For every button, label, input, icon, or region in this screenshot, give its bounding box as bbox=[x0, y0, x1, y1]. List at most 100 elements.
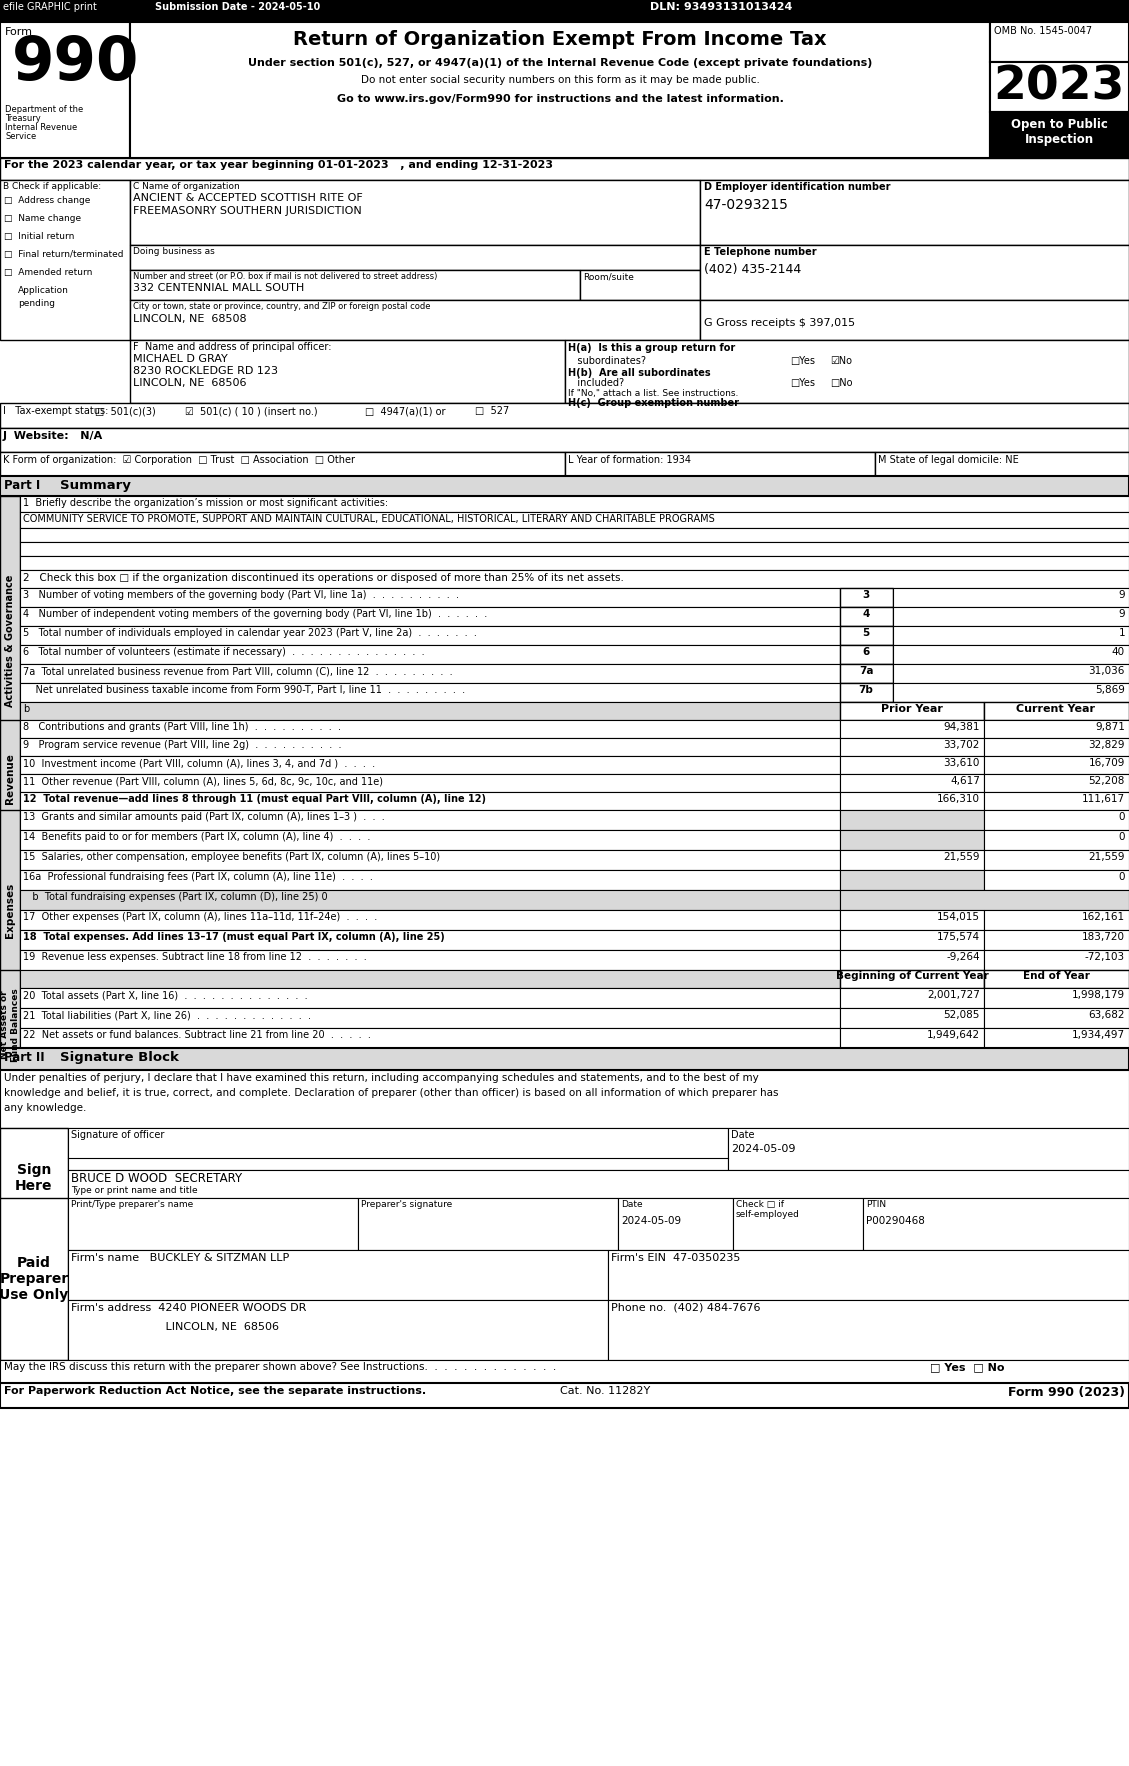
Bar bbox=[0, 496, 20, 786]
Text: 5   Total number of individuals employed in calendar year 2023 (Part V, line 2a): 5 Total number of individuals employed i… bbox=[23, 629, 476, 638]
Text: pending: pending bbox=[18, 298, 55, 307]
Bar bbox=[0, 1383, 1129, 1408]
Bar bbox=[990, 21, 1129, 62]
Text: Firm's EIN  47-0350235: Firm's EIN 47-0350235 bbox=[611, 1254, 741, 1263]
Text: Cat. No. 11282Y: Cat. No. 11282Y bbox=[560, 1386, 650, 1395]
Text: included?: included? bbox=[568, 378, 624, 389]
Text: D Employer identification number: D Employer identification number bbox=[704, 182, 891, 192]
Text: Date: Date bbox=[730, 1130, 754, 1141]
Bar bbox=[893, 588, 1129, 608]
Bar bbox=[130, 245, 700, 270]
Text: Activities & Governance: Activities & Governance bbox=[5, 574, 15, 706]
Text: 2024-05-09: 2024-05-09 bbox=[730, 1144, 796, 1153]
Bar bbox=[20, 791, 840, 811]
Bar bbox=[20, 950, 840, 970]
Text: 18  Total expenses. Add lines 13–17 (must equal Part IX, column (A), line 25): 18 Total expenses. Add lines 13–17 (must… bbox=[23, 932, 445, 941]
Bar bbox=[0, 21, 1129, 157]
Bar bbox=[609, 1250, 1129, 1300]
Bar bbox=[130, 180, 700, 245]
Bar bbox=[840, 970, 984, 987]
Text: Part I: Part I bbox=[5, 479, 41, 493]
Bar bbox=[840, 756, 984, 774]
Text: b: b bbox=[23, 705, 29, 713]
Text: 52,208: 52,208 bbox=[1088, 775, 1124, 786]
Text: Service: Service bbox=[5, 132, 36, 141]
Text: □No: □No bbox=[830, 378, 852, 389]
Bar bbox=[893, 625, 1129, 645]
Text: □  Name change: □ Name change bbox=[5, 214, 81, 223]
Text: □  527: □ 527 bbox=[475, 406, 509, 417]
Bar bbox=[984, 849, 1129, 871]
Text: Preparer's signature: Preparer's signature bbox=[361, 1201, 453, 1210]
Text: Paid
Preparer
Use Only: Paid Preparer Use Only bbox=[0, 1256, 69, 1302]
Text: 2024-05-09: 2024-05-09 bbox=[621, 1217, 681, 1226]
Text: Form 990 (2023): Form 990 (2023) bbox=[1008, 1386, 1124, 1399]
Text: 52,085: 52,085 bbox=[944, 1010, 980, 1021]
Text: Expenses: Expenses bbox=[5, 883, 15, 938]
Bar bbox=[984, 756, 1129, 774]
Bar bbox=[130, 300, 700, 341]
Text: Beginning of Current Year: Beginning of Current Year bbox=[835, 971, 988, 980]
Bar bbox=[700, 180, 1129, 245]
Bar bbox=[20, 664, 840, 683]
Text: 1,949,642: 1,949,642 bbox=[927, 1030, 980, 1040]
Bar bbox=[618, 1197, 733, 1250]
Text: 0: 0 bbox=[1119, 872, 1124, 881]
Bar bbox=[20, 512, 1129, 528]
Text: 1,998,179: 1,998,179 bbox=[1071, 991, 1124, 1000]
Bar bbox=[20, 1028, 840, 1047]
Text: 5,869: 5,869 bbox=[1095, 685, 1124, 696]
Text: Under penalties of perjury, I declare that I have examined this return, includin: Under penalties of perjury, I declare th… bbox=[5, 1074, 759, 1083]
Bar bbox=[20, 570, 1129, 588]
Bar bbox=[840, 683, 893, 703]
Bar bbox=[20, 542, 1129, 556]
Text: efile GRAPHIC print: efile GRAPHIC print bbox=[3, 2, 97, 12]
Text: 2023: 2023 bbox=[994, 65, 1124, 109]
Bar bbox=[840, 588, 893, 608]
Bar bbox=[0, 721, 20, 839]
Text: End of Year: End of Year bbox=[1023, 971, 1089, 980]
Bar bbox=[840, 811, 984, 830]
Text: Prior Year: Prior Year bbox=[881, 705, 943, 713]
Text: 21,559: 21,559 bbox=[1088, 851, 1124, 862]
Text: 14  Benefits paid to or for members (Part IX, column (A), line 4)  .  .  .  .: 14 Benefits paid to or for members (Part… bbox=[23, 832, 370, 842]
Bar bbox=[0, 403, 1129, 427]
Text: May the IRS discuss this return with the preparer shown above? See Instructions.: May the IRS discuss this return with the… bbox=[5, 1362, 557, 1372]
Bar bbox=[984, 1028, 1129, 1047]
Text: G Gross receipts $ 397,015: G Gross receipts $ 397,015 bbox=[704, 318, 855, 328]
Text: □Yes: □Yes bbox=[790, 378, 815, 389]
Text: 8230 ROCKLEDGE RD 123: 8230 ROCKLEDGE RD 123 bbox=[133, 366, 278, 376]
Text: LINCOLN, NE  68506: LINCOLN, NE 68506 bbox=[133, 378, 246, 389]
Bar bbox=[20, 608, 840, 625]
Text: b  Total fundraising expenses (Part IX, column (D), line 25) 0: b Total fundraising expenses (Part IX, c… bbox=[23, 892, 327, 902]
Text: Print/Type preparer's name: Print/Type preparer's name bbox=[71, 1201, 193, 1210]
Text: Type or print name and title: Type or print name and title bbox=[71, 1187, 198, 1196]
Bar bbox=[840, 625, 893, 645]
Bar bbox=[20, 528, 1129, 542]
Bar bbox=[580, 270, 700, 300]
Bar bbox=[840, 849, 984, 871]
Bar bbox=[0, 477, 1129, 496]
Text: M State of legal domicile: NE: M State of legal domicile: NE bbox=[878, 456, 1018, 464]
Bar bbox=[20, 645, 840, 664]
Text: 16,709: 16,709 bbox=[1088, 758, 1124, 768]
Bar bbox=[0, 21, 130, 157]
Text: Firm's name   BUCKLEY & SITZMAN LLP: Firm's name BUCKLEY & SITZMAN LLP bbox=[71, 1254, 289, 1263]
Text: 175,574: 175,574 bbox=[937, 932, 980, 941]
Text: F  Name and address of principal officer:: F Name and address of principal officer: bbox=[133, 343, 332, 351]
Bar bbox=[20, 703, 840, 721]
Text: -9,264: -9,264 bbox=[946, 952, 980, 962]
Bar bbox=[358, 1197, 618, 1250]
Text: DLN: 93493131013424: DLN: 93493131013424 bbox=[650, 2, 793, 12]
Text: 3: 3 bbox=[863, 590, 869, 600]
Text: 6: 6 bbox=[863, 646, 869, 657]
Text: 10  Investment income (Part VIII, column (A), lines 3, 4, and 7d )  .  .  .  .: 10 Investment income (Part VIII, column … bbox=[23, 758, 375, 768]
Bar bbox=[20, 756, 840, 774]
Bar bbox=[20, 1008, 840, 1028]
Text: Go to www.irs.gov/Form990 for instructions and the latest information.: Go to www.irs.gov/Form990 for instructio… bbox=[336, 94, 784, 104]
Bar bbox=[20, 811, 840, 830]
Bar bbox=[893, 608, 1129, 625]
Text: If "No," attach a list. See instructions.: If "No," attach a list. See instructions… bbox=[568, 389, 738, 397]
Text: Sign
Here: Sign Here bbox=[16, 1162, 53, 1194]
Text: 1  Briefly describe the organization’s mission or most significant activities:: 1 Briefly describe the organization’s mi… bbox=[23, 498, 388, 509]
